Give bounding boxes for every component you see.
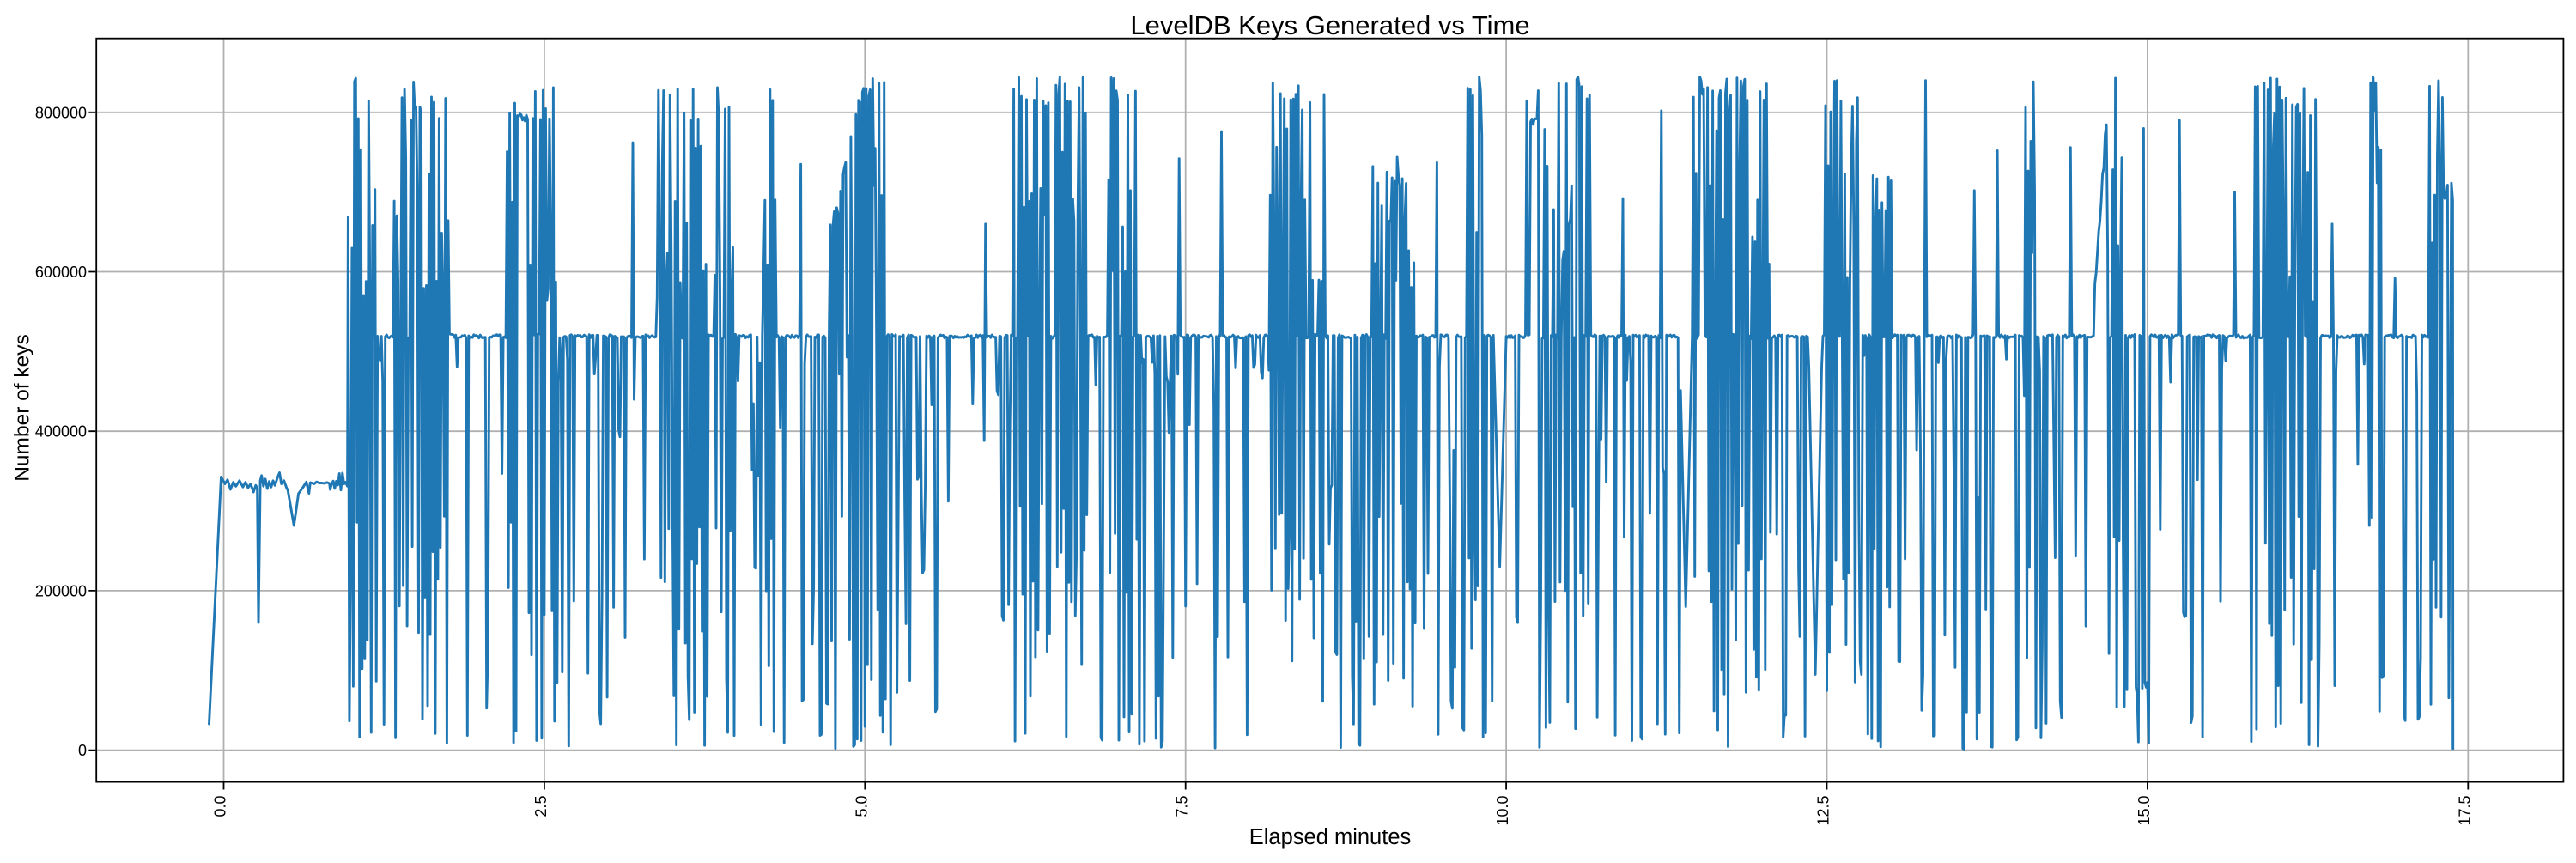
svg-text:800000: 800000	[35, 104, 87, 121]
svg-text:400000: 400000	[35, 423, 87, 441]
svg-text:7.5: 7.5	[1174, 795, 1191, 817]
svg-text:10.0: 10.0	[1494, 795, 1511, 825]
svg-text:0: 0	[78, 742, 87, 759]
svg-text:5.0: 5.0	[853, 795, 870, 817]
svg-text:200000: 200000	[35, 582, 87, 599]
svg-text:15.0: 15.0	[2136, 795, 2153, 825]
svg-text:600000: 600000	[35, 264, 87, 281]
svg-text:0.0: 0.0	[212, 795, 229, 817]
svg-text:LevelDB Keys Generated vs Time: LevelDB Keys Generated vs Time	[1130, 10, 1529, 40]
svg-text:2.5: 2.5	[532, 795, 550, 817]
svg-text:17.5: 17.5	[2456, 795, 2473, 825]
svg-text:Number of keys: Number of keys	[11, 334, 34, 482]
svg-text:12.5: 12.5	[1815, 795, 1832, 825]
svg-text:Elapsed minutes: Elapsed minutes	[1249, 825, 1412, 849]
